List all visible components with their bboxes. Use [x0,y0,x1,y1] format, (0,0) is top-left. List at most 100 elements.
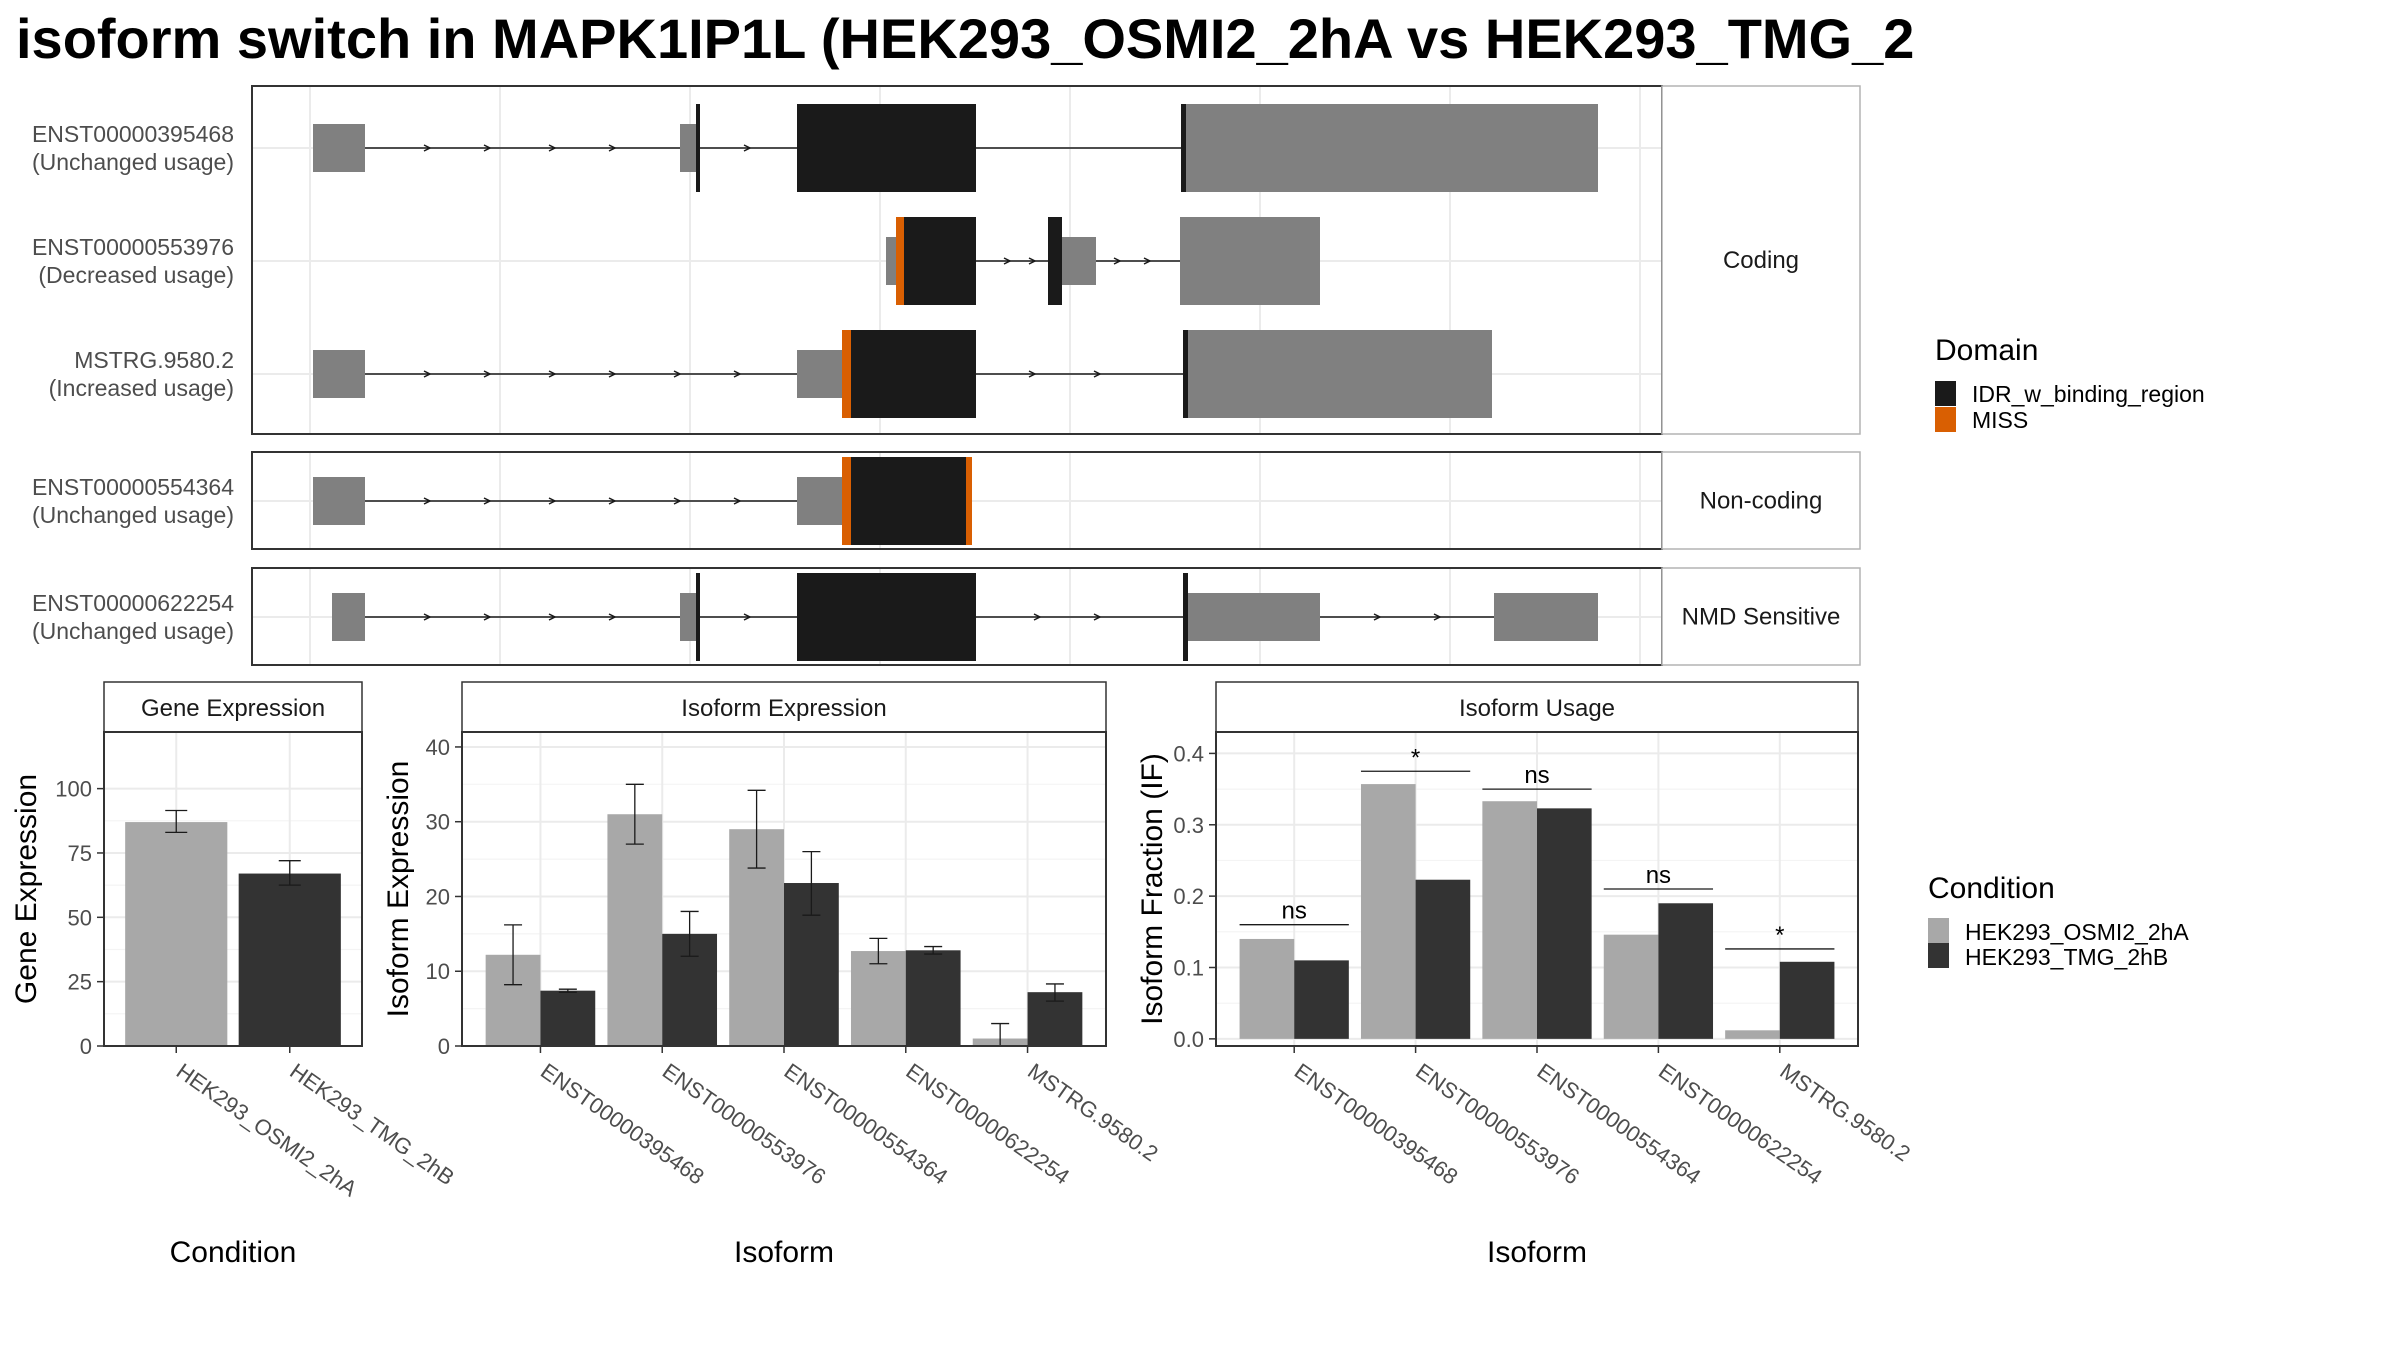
direction-arrow [423,144,432,152]
exon [1180,217,1320,305]
y-tick-label: 75 [68,841,92,866]
direction-arrow [1028,370,1037,378]
exon [332,593,365,641]
facet-strip-label: Coding [1723,247,1799,274]
direction-arrow [548,144,557,152]
y-tick-label: 0.0 [1173,1027,1204,1052]
domain-idr [851,457,966,545]
chart-title: Isoform Expression [681,695,886,722]
direction-arrow [1433,613,1442,621]
figure-title: isoform switch in MAPK1IP1L (HEK293_OSMI… [16,7,1914,70]
legend-key-miss [1935,407,1956,432]
chart-strip [103,681,363,733]
domain-legend-title: Domain [1935,334,2038,367]
direction-arrow [733,497,742,505]
legend-label-cond1: HEK293_OSMI2_2hA [1965,919,2189,945]
domain-idr [1048,217,1062,305]
direction-arrow [1093,370,1102,378]
condition-legend: Condition HEK293_OSMI2_2hA HEK293_TMG_2h… [1928,872,2189,970]
y-axis-title: Isoform Fraction (IF) [1136,753,1169,1025]
bar [1779,961,1835,1039]
direction-arrow [1003,257,1012,265]
exon [1183,104,1190,192]
significance-label: ns [1524,762,1549,789]
y-tick-label: 10 [426,959,450,984]
transcript-id-label: ENST00000395468 [32,121,234,147]
bar [607,814,663,1046]
facet-strip-label: Non-coding [1700,488,1823,515]
direction-arrow [1028,257,1037,265]
y-axis-title: Isoform Expression [382,761,415,1018]
domain-idr [904,217,976,305]
direction-arrow [423,613,432,621]
direction-arrow [548,613,557,621]
y-tick-label: 0 [438,1034,450,1059]
domain-idr [797,104,976,192]
exon [313,350,365,398]
exon [680,593,696,641]
y-tick-label: 0 [80,1034,92,1059]
y-tick-label: 50 [68,905,92,930]
bar [1415,879,1471,1039]
transcript-row [313,104,1598,192]
domain-idr [797,573,976,661]
direction-arrow [608,370,617,378]
transcript-row [886,217,1320,305]
facet-strip-label: NMD Sensitive [1682,604,1841,631]
direction-arrow [608,613,617,621]
x-tick-label: HEK293_OSMI2_2hA [172,1058,362,1201]
domain-idr [696,104,700,192]
direction-arrow [483,613,492,621]
bar [1537,808,1592,1039]
transcript-row [313,330,1492,418]
y-tick-label: 0.1 [1173,956,1204,981]
y-tick-label: 0.4 [1173,741,1204,766]
bar [1360,784,1416,1039]
transcript-usage-label: (Unchanged usage) [32,618,234,644]
bar [1294,960,1349,1039]
domain-idr [1181,104,1186,192]
direction-arrow [423,370,432,378]
exon [797,350,842,398]
y-tick-label: 100 [55,777,92,802]
bar [125,822,228,1046]
transcript-usage-label: (Unchanged usage) [32,502,234,528]
exon [680,124,696,172]
direction-arrow [483,497,492,505]
direction-arrow [483,370,492,378]
exon [1190,104,1598,192]
bar [1603,934,1659,1039]
y-axis-title: Gene Expression [10,774,43,1004]
transcript-row [313,457,972,545]
chart-panel: Isoform Usagens*nsns*0.00.10.20.30.4ENST… [1136,681,1915,1269]
bar [1725,1030,1780,1039]
facet-strip [1661,85,1861,435]
y-tick-label: 25 [68,970,92,995]
chart-panel: Isoform Expression010203040ENST000003954… [382,681,1163,1269]
direction-arrow [743,144,752,152]
significance-label: ns [1646,862,1671,889]
facet-strip [1661,451,1861,550]
transcript-id-label: ENST00000553976 [32,234,234,260]
x-axis-title: Isoform [734,1236,834,1269]
domain-miss [966,457,972,545]
bar [1482,801,1537,1039]
direction-arrow [423,497,432,505]
bar [905,950,961,1046]
bar [238,873,341,1046]
transcript-id-label: MSTRG.9580.2 [74,347,234,373]
exon [1062,237,1096,285]
y-tick-label: 40 [426,735,450,760]
significance-label: * [1775,922,1784,949]
bar-charts: Gene Expression0255075100HEK293_OSMI2_2h… [10,681,1915,1269]
bar [1239,938,1295,1039]
chart-title: Isoform Usage [1459,695,1615,722]
direction-arrow [548,497,557,505]
legend-key-cond1 [1928,918,1949,943]
y-tick-label: 30 [426,810,450,835]
x-axis-title: Condition [170,1236,297,1269]
direction-arrow [673,497,682,505]
domain-legend: Domain IDR_w_binding_region MISS [1935,334,2205,433]
transcript-structure: ENST00000395468 (Unchanged usage) ENST0000… [32,85,1861,666]
